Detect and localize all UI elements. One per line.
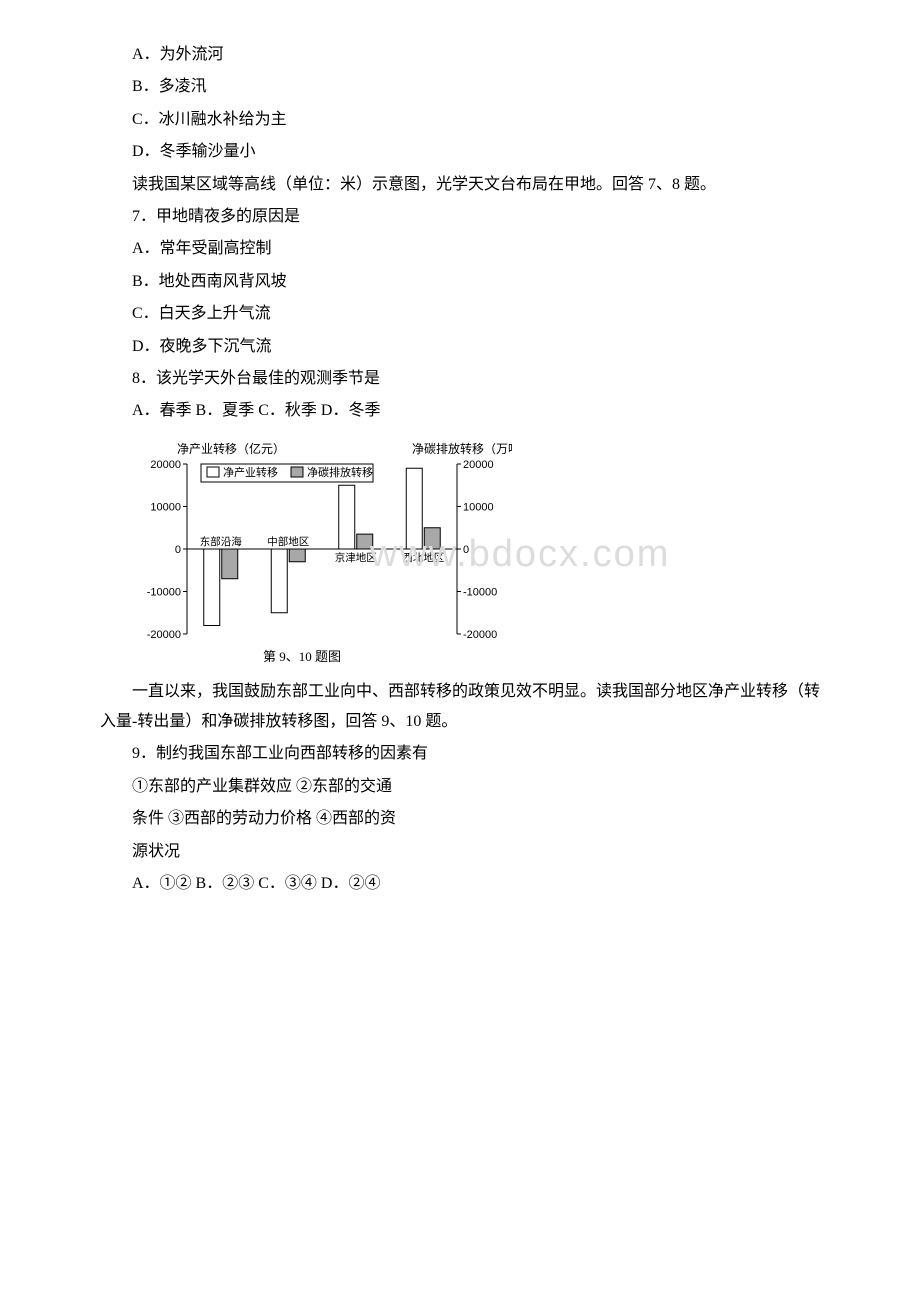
q9-stem: 9．制约我国东部工业向西部转移的因素有 xyxy=(100,739,820,769)
q7-stem: 7．甲地晴夜多的原因是 xyxy=(100,202,820,232)
q7-option-b: B．地处西南风背风坡 xyxy=(100,267,820,297)
q6-option-a: A．为外流河 xyxy=(100,40,820,70)
svg-text:20000: 20000 xyxy=(150,459,181,471)
q6-option-c: C．冰川融水补给为主 xyxy=(100,105,820,135)
q7-option-c: C．白天多上升气流 xyxy=(100,299,820,329)
q7-option-a: A．常年受副高控制 xyxy=(100,234,820,264)
svg-text:净产业转移: 净产业转移 xyxy=(223,465,278,479)
svg-text:0: 0 xyxy=(175,544,181,556)
q9-line3: 源状况 xyxy=(100,837,820,867)
q9-line1: ①东部的产业集群效应 ②东部的交通 xyxy=(100,772,820,802)
svg-text:中部地区: 中部地区 xyxy=(267,535,309,548)
svg-text:10000: 10000 xyxy=(150,501,181,513)
q8-stem: 8．该光学天外台最佳的观测季节是 xyxy=(100,364,820,394)
svg-text:西北地区: 西北地区 xyxy=(402,551,444,564)
svg-text:净碳排放转移: 净碳排放转移 xyxy=(307,465,373,479)
svg-text:东部沿海: 东部沿海 xyxy=(200,535,242,548)
intro-7-8: 读我国某区域等高线（单位：米）示意图，光学天文台布局在甲地。回答 7、8 题。 xyxy=(100,170,820,200)
svg-text:-10000: -10000 xyxy=(463,586,497,598)
svg-text:-10000: -10000 xyxy=(147,586,181,598)
svg-text:0: 0 xyxy=(463,544,469,556)
q8-options: A．春季 B．夏季 C．秋季 D．冬季 xyxy=(100,396,820,426)
q9-line2: 条件 ③西部的劳动力价格 ④西部的资 xyxy=(100,804,820,834)
svg-text:-20000: -20000 xyxy=(147,629,181,641)
svg-text:10000: 10000 xyxy=(463,501,494,513)
svg-text:净产业转移（亿元）: 净产业转移（亿元） xyxy=(177,441,285,456)
q9-options: A．①② B．②③ C．③④ D．②④ xyxy=(100,869,820,899)
q7-option-d: D．夜晚多下沉气流 xyxy=(100,332,820,362)
svg-text:20000: 20000 xyxy=(463,459,494,471)
chart-svg: 净产业转移（亿元） 净碳排放转移（万吨） 20000 10000 0 -10000 -200… xyxy=(132,439,512,669)
q6-option-d: D．冬季输沙量小 xyxy=(100,137,820,167)
intro-9-10: 一直以来，我国鼓励东部工业向中、西部转移的政策见效不明显。读我国部分地区净产业转… xyxy=(100,677,820,738)
chart-9-10: 净产业转移（亿元） 净碳排放转移（万吨） 20000 10000 0 -10000 -200… xyxy=(132,439,512,669)
svg-text:第 9、10 题图: 第 9、10 题图 xyxy=(263,649,341,664)
svg-text:-20000: -20000 xyxy=(463,629,497,641)
svg-text:京津地区: 京津地区 xyxy=(335,551,377,564)
q6-option-b: B．多凌汛 xyxy=(100,72,820,102)
svg-text:净碳排放转移（万吨）: 净碳排放转移（万吨） xyxy=(412,441,512,456)
